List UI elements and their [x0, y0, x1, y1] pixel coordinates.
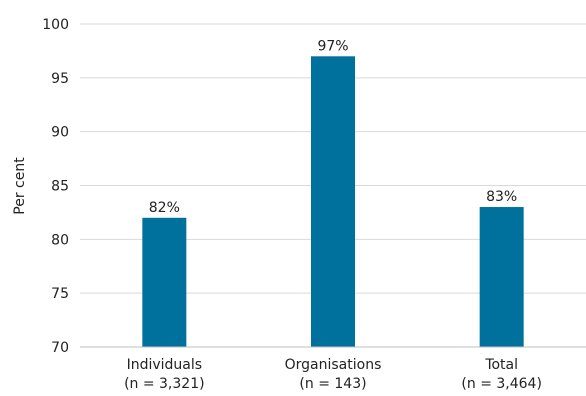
bar-organisations: [311, 56, 355, 348]
data-label: 83%: [486, 189, 517, 205]
y-tick-label: 75: [51, 286, 69, 302]
x-axis-category-labels: Individuals (n = 3,321) Organisations (n = …: [124, 357, 542, 392]
bars: 82% 97% 83%: [142, 38, 524, 348]
y-tick-label: 95: [51, 71, 69, 87]
x-category-label: Total: [484, 357, 518, 373]
data-label: 82%: [149, 200, 180, 216]
data-label: 97%: [317, 38, 348, 54]
y-tick-label: 80: [51, 232, 69, 248]
x-category-sublabel: (n = 3,464): [461, 376, 542, 392]
x-category-sublabel: (n = 3,321): [124, 376, 205, 392]
y-tick-label: 85: [51, 179, 69, 195]
x-category-label: Individuals: [127, 357, 202, 373]
bar-individuals: [142, 217, 187, 347]
y-tick-label: 90: [51, 125, 69, 141]
x-category-label: Organisations: [285, 357, 382, 373]
y-axis-title: Per cent: [12, 157, 28, 215]
y-axis-tick-labels: 70 75 80 85 90 95 100: [42, 17, 69, 356]
y-tick-label: 70: [51, 340, 69, 356]
y-tick-label: 100: [42, 17, 69, 33]
bar-total: [479, 207, 524, 347]
x-category-sublabel: (n = 143): [299, 376, 366, 392]
